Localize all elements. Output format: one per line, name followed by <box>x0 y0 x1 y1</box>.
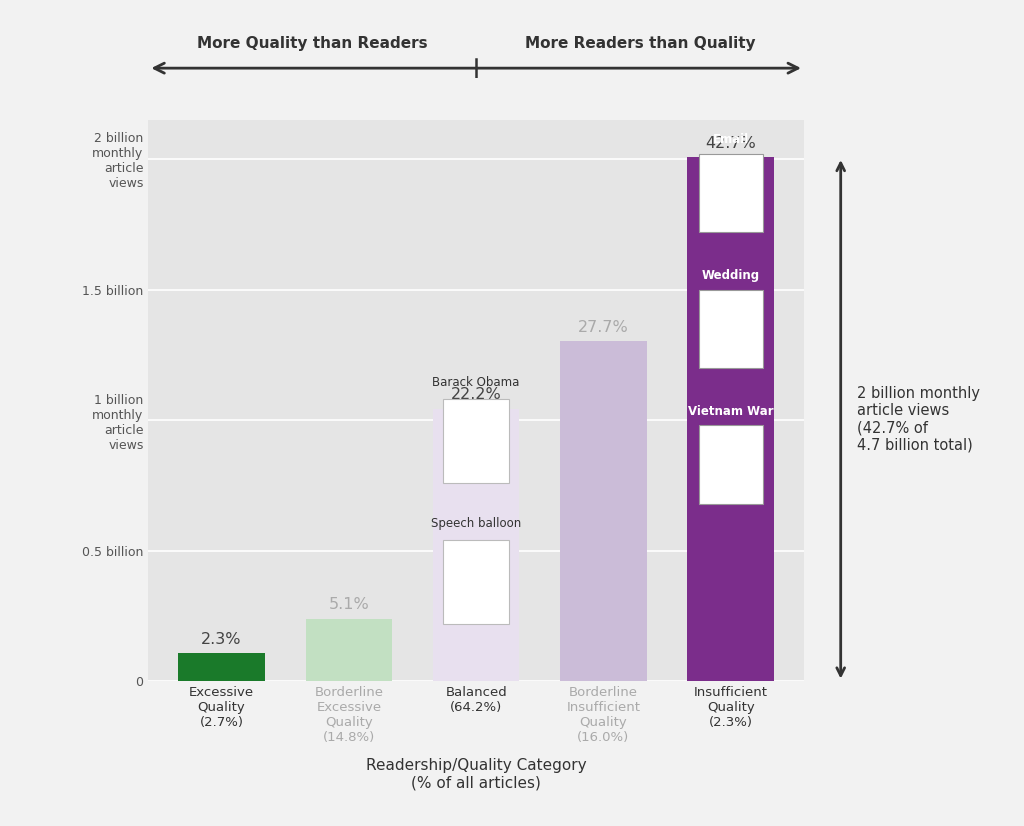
Text: 2.3%: 2.3% <box>202 632 242 647</box>
FancyBboxPatch shape <box>443 399 509 483</box>
Bar <box>560 341 647 681</box>
Bar <box>687 157 774 681</box>
FancyBboxPatch shape <box>699 154 763 232</box>
Bar <box>305 619 392 681</box>
Text: 27.7%: 27.7% <box>579 320 629 335</box>
Text: 42.7%: 42.7% <box>706 135 756 150</box>
Bar <box>178 653 265 681</box>
FancyBboxPatch shape <box>699 425 763 504</box>
Text: More Quality than Readers: More Quality than Readers <box>197 36 428 51</box>
X-axis label: Readership/Quality Category
(% of all articles): Readership/Quality Category (% of all ar… <box>366 758 587 790</box>
Text: Barack Obama: Barack Obama <box>432 376 520 389</box>
Text: Speech balloon: Speech balloon <box>431 517 521 530</box>
Bar <box>433 409 519 681</box>
FancyBboxPatch shape <box>699 290 763 368</box>
Text: More Readers than Quality: More Readers than Quality <box>524 36 756 51</box>
Text: 2 billion monthly
article views
(42.7% of
4.7 billion total): 2 billion monthly article views (42.7% o… <box>857 386 980 453</box>
FancyBboxPatch shape <box>443 540 509 624</box>
Text: Vietnam War: Vietnam War <box>688 405 773 418</box>
Text: Email: Email <box>713 133 749 146</box>
Text: 22.2%: 22.2% <box>451 387 502 402</box>
Text: Wedding: Wedding <box>701 268 760 282</box>
Text: 5.1%: 5.1% <box>329 597 370 612</box>
